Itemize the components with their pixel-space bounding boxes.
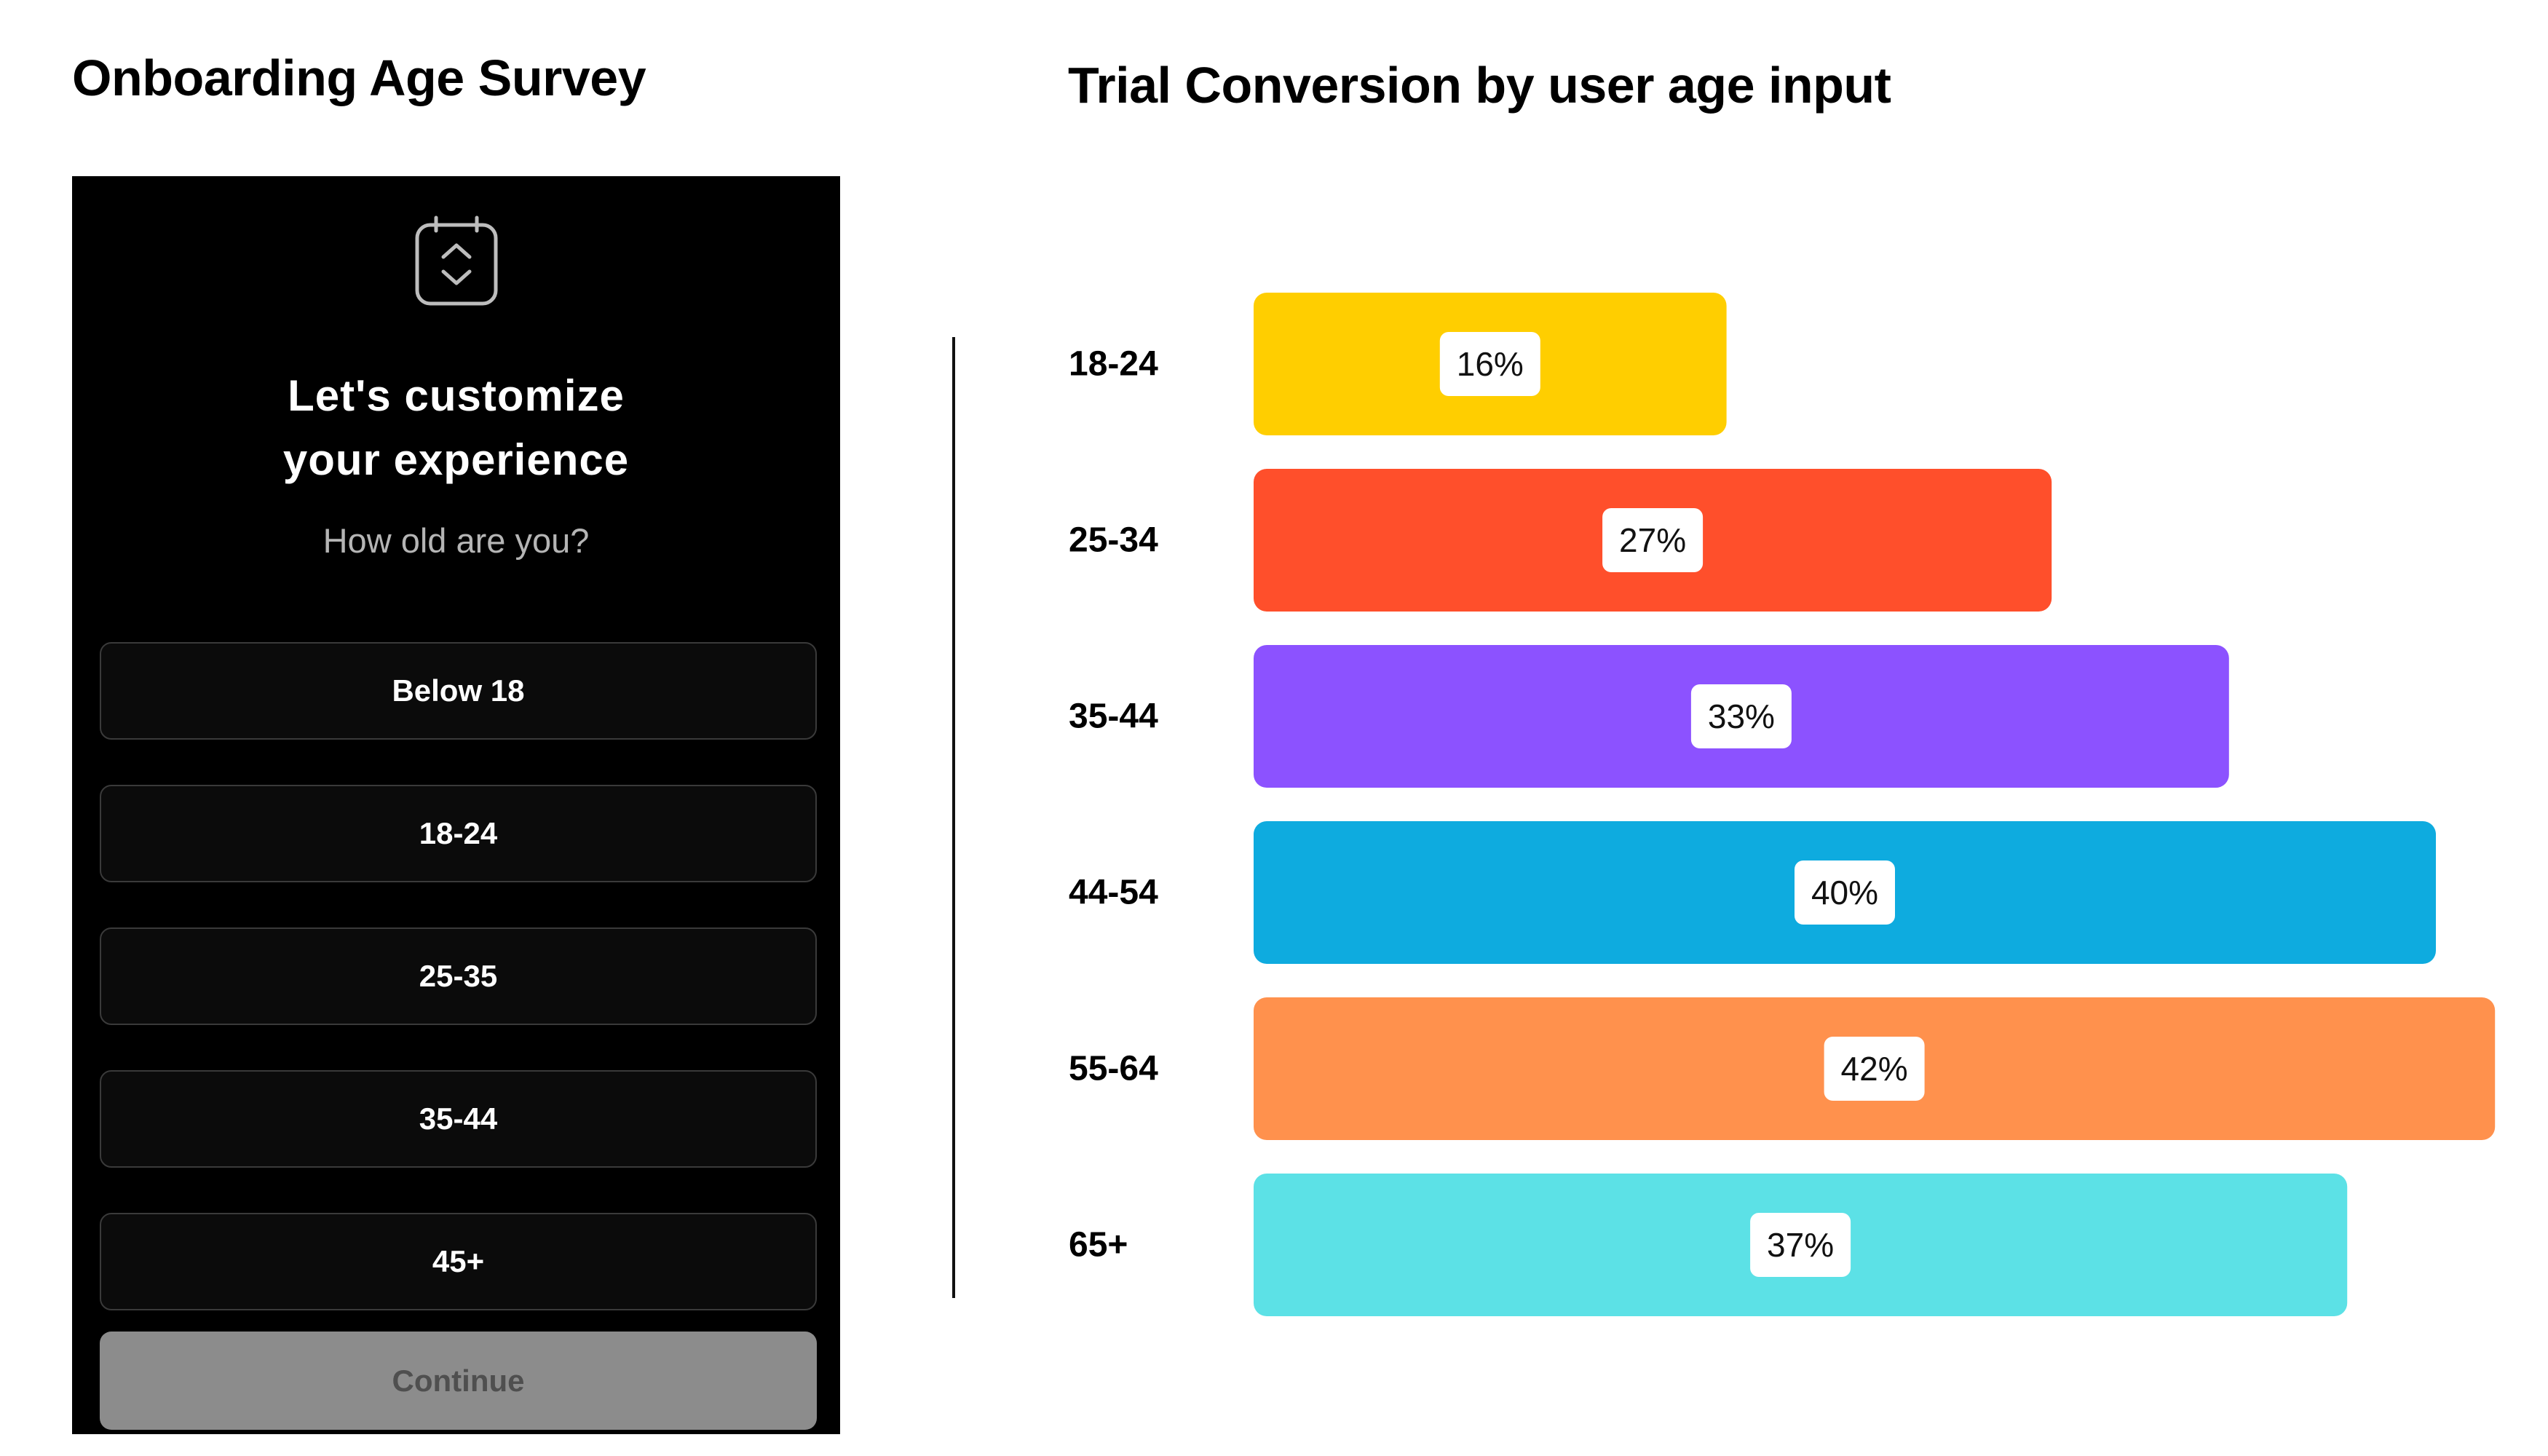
category-label: 55-64	[1069, 1050, 1158, 1088]
data-label: 40%	[1811, 874, 1878, 911]
age-option-35-44[interactable]: 35-44	[100, 1070, 817, 1168]
calendar-scroll-icon	[415, 215, 498, 306]
onboarding-phone-screen: Let's customize your experience How old …	[72, 176, 840, 1434]
continue-button[interactable]: Continue	[100, 1332, 817, 1430]
data-label-box	[1795, 860, 1895, 925]
survey-heading: Let's customize your experience	[72, 364, 840, 492]
data-label-box	[1824, 1037, 1925, 1101]
data-label-box	[1690, 684, 1792, 748]
category-label: 18-24	[1069, 345, 1158, 384]
survey-heading-line-2: your experience	[282, 435, 630, 484]
chart-title: Trial Conversion by user age input	[1068, 57, 1891, 114]
data-label: 16%	[1457, 345, 1524, 383]
survey-heading-line-1: Let's customize	[288, 371, 625, 420]
category-label: 44-54	[1069, 874, 1158, 912]
age-option-18-24[interactable]: 18-24	[100, 785, 817, 882]
data-label-box	[1750, 1213, 1851, 1277]
data-label: 33%	[1708, 697, 1775, 735]
survey-question: How old are you?	[323, 521, 590, 560]
age-option-45-plus[interactable]: 45+	[100, 1213, 817, 1310]
category-label: 25-34	[1069, 521, 1158, 560]
data-label: 27%	[1619, 521, 1686, 559]
category-label: 35-44	[1069, 697, 1158, 736]
data-label: 37%	[1767, 1226, 1834, 1264]
survey-section-title: Onboarding Age Survey	[72, 50, 646, 106]
data-label: 42%	[1841, 1050, 1908, 1088]
section-divider	[952, 337, 955, 1298]
data-label-box	[1602, 508, 1704, 572]
age-option-25-35[interactable]: 25-35	[100, 927, 817, 1025]
data-label-box	[1439, 332, 1540, 396]
age-option-below-18[interactable]: Below 18	[100, 642, 817, 740]
category-label: 65+	[1069, 1226, 1128, 1265]
